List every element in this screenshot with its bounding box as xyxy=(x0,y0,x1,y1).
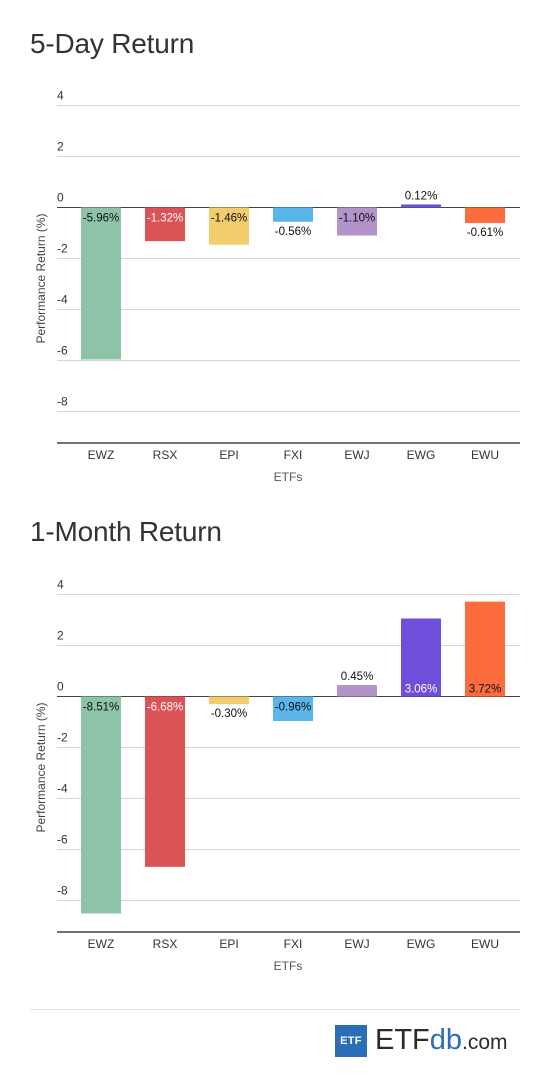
x-tick-label: EWU xyxy=(471,448,499,462)
logo-com-text: .com xyxy=(462,1030,508,1054)
data-label: -5.96% xyxy=(83,213,119,225)
chart-title: 5-Day Return xyxy=(30,28,195,59)
bar-rsx xyxy=(145,207,185,242)
x-tick-label: EPI xyxy=(219,448,238,462)
data-label: -0.30% xyxy=(211,708,247,720)
y-tick-label: 4 xyxy=(57,578,64,592)
chart-1month: 1-Month Return 4 2 0 -2 -4 -6 -8 Performance Re… xyxy=(30,516,520,973)
data-label: -1.32% xyxy=(147,213,183,225)
x-tick-label: RSX xyxy=(153,937,178,951)
y-tick-label: -6 xyxy=(57,344,68,358)
logo-box-icon: ETF xyxy=(335,1025,367,1057)
etfdb-logo[interactable]: ETF ETF db .com xyxy=(335,1024,508,1059)
bar-rsx xyxy=(145,696,185,867)
chart-1month-plot: 4 2 0 -2 -4 -6 -8 Performance Return (%) ETFs EWZ… xyxy=(34,578,520,973)
bar-ewj xyxy=(337,685,377,697)
x-tick-label: EWJ xyxy=(344,448,369,462)
y-tick-label: -8 xyxy=(57,395,68,409)
x-tick-label: FXI xyxy=(284,448,303,462)
bar-epi xyxy=(209,207,249,245)
data-label: -0.61% xyxy=(467,227,503,239)
y-tick-label: 0 xyxy=(57,191,64,205)
chart-title: 1-Month Return xyxy=(30,516,222,547)
bar-ewg xyxy=(401,204,441,208)
data-label: 0.45% xyxy=(341,671,374,683)
logo-etf-text: ETF xyxy=(375,1023,430,1056)
x-tick-label: EPI xyxy=(219,937,238,951)
chart-5day: 5-Day Return 4 2 0 -2 -4 -6 -8 Performance Retu… xyxy=(0,0,550,500)
footer-divider xyxy=(30,1009,520,1010)
y-tick-label: 0 xyxy=(57,680,64,694)
y-tick-label: -4 xyxy=(57,293,68,307)
y-axis-label: Performance Return (%) xyxy=(34,702,48,832)
chart-5day-plot: 4 2 0 -2 -4 -6 -8 Performance Return (%) ETFs EWZ… xyxy=(34,89,520,484)
y-tick-label: 2 xyxy=(57,629,64,643)
bar-ewz xyxy=(81,696,121,914)
x-tick-label: EWZ xyxy=(88,448,115,462)
x-axis-label: ETFs xyxy=(274,470,303,484)
y-tick-label: -8 xyxy=(57,884,68,898)
data-label: -6.68% xyxy=(147,702,183,714)
bar-fxi xyxy=(273,207,313,222)
logo-db-text: db xyxy=(429,1023,463,1056)
bar-epi xyxy=(209,696,249,705)
data-label: -8.51% xyxy=(83,702,119,714)
bar-ewu xyxy=(465,207,505,224)
y-tick-label: -4 xyxy=(57,782,68,796)
data-label: -1.10% xyxy=(339,213,375,225)
bar-ewu xyxy=(465,601,505,697)
data-label: -0.96% xyxy=(275,702,311,714)
x-axis-label: ETFs xyxy=(274,959,303,973)
data-label: -0.56% xyxy=(275,226,311,238)
x-tick-label: EWJ xyxy=(344,937,369,951)
data-label: 3.72% xyxy=(469,684,502,696)
logo-wordmark: ETF db .com xyxy=(375,1024,508,1059)
y-tick-label: -2 xyxy=(57,731,68,745)
x-tick-label: EWG xyxy=(407,448,436,462)
y-tick-label: -6 xyxy=(57,833,68,847)
bar-ewz xyxy=(81,207,121,360)
x-tick-label: RSX xyxy=(153,448,178,462)
data-label: 3.06% xyxy=(405,684,438,696)
x-tick-label: EWG xyxy=(407,937,436,951)
y-tick-label: 4 xyxy=(57,89,64,103)
data-label: 0.12% xyxy=(405,190,438,202)
x-tick-label: EWZ xyxy=(88,937,115,951)
bar-ewj xyxy=(337,207,377,236)
x-tick-label: EWU xyxy=(471,937,499,951)
x-tick-label: FXI xyxy=(284,937,303,951)
bar-fxi xyxy=(273,696,313,721)
bar-ewg xyxy=(401,618,441,697)
y-tick-label: -2 xyxy=(57,242,68,256)
y-axis-label: Performance Return (%) xyxy=(34,213,48,343)
y-tick-label: 2 xyxy=(57,140,64,154)
data-label: -1.46% xyxy=(211,213,247,225)
